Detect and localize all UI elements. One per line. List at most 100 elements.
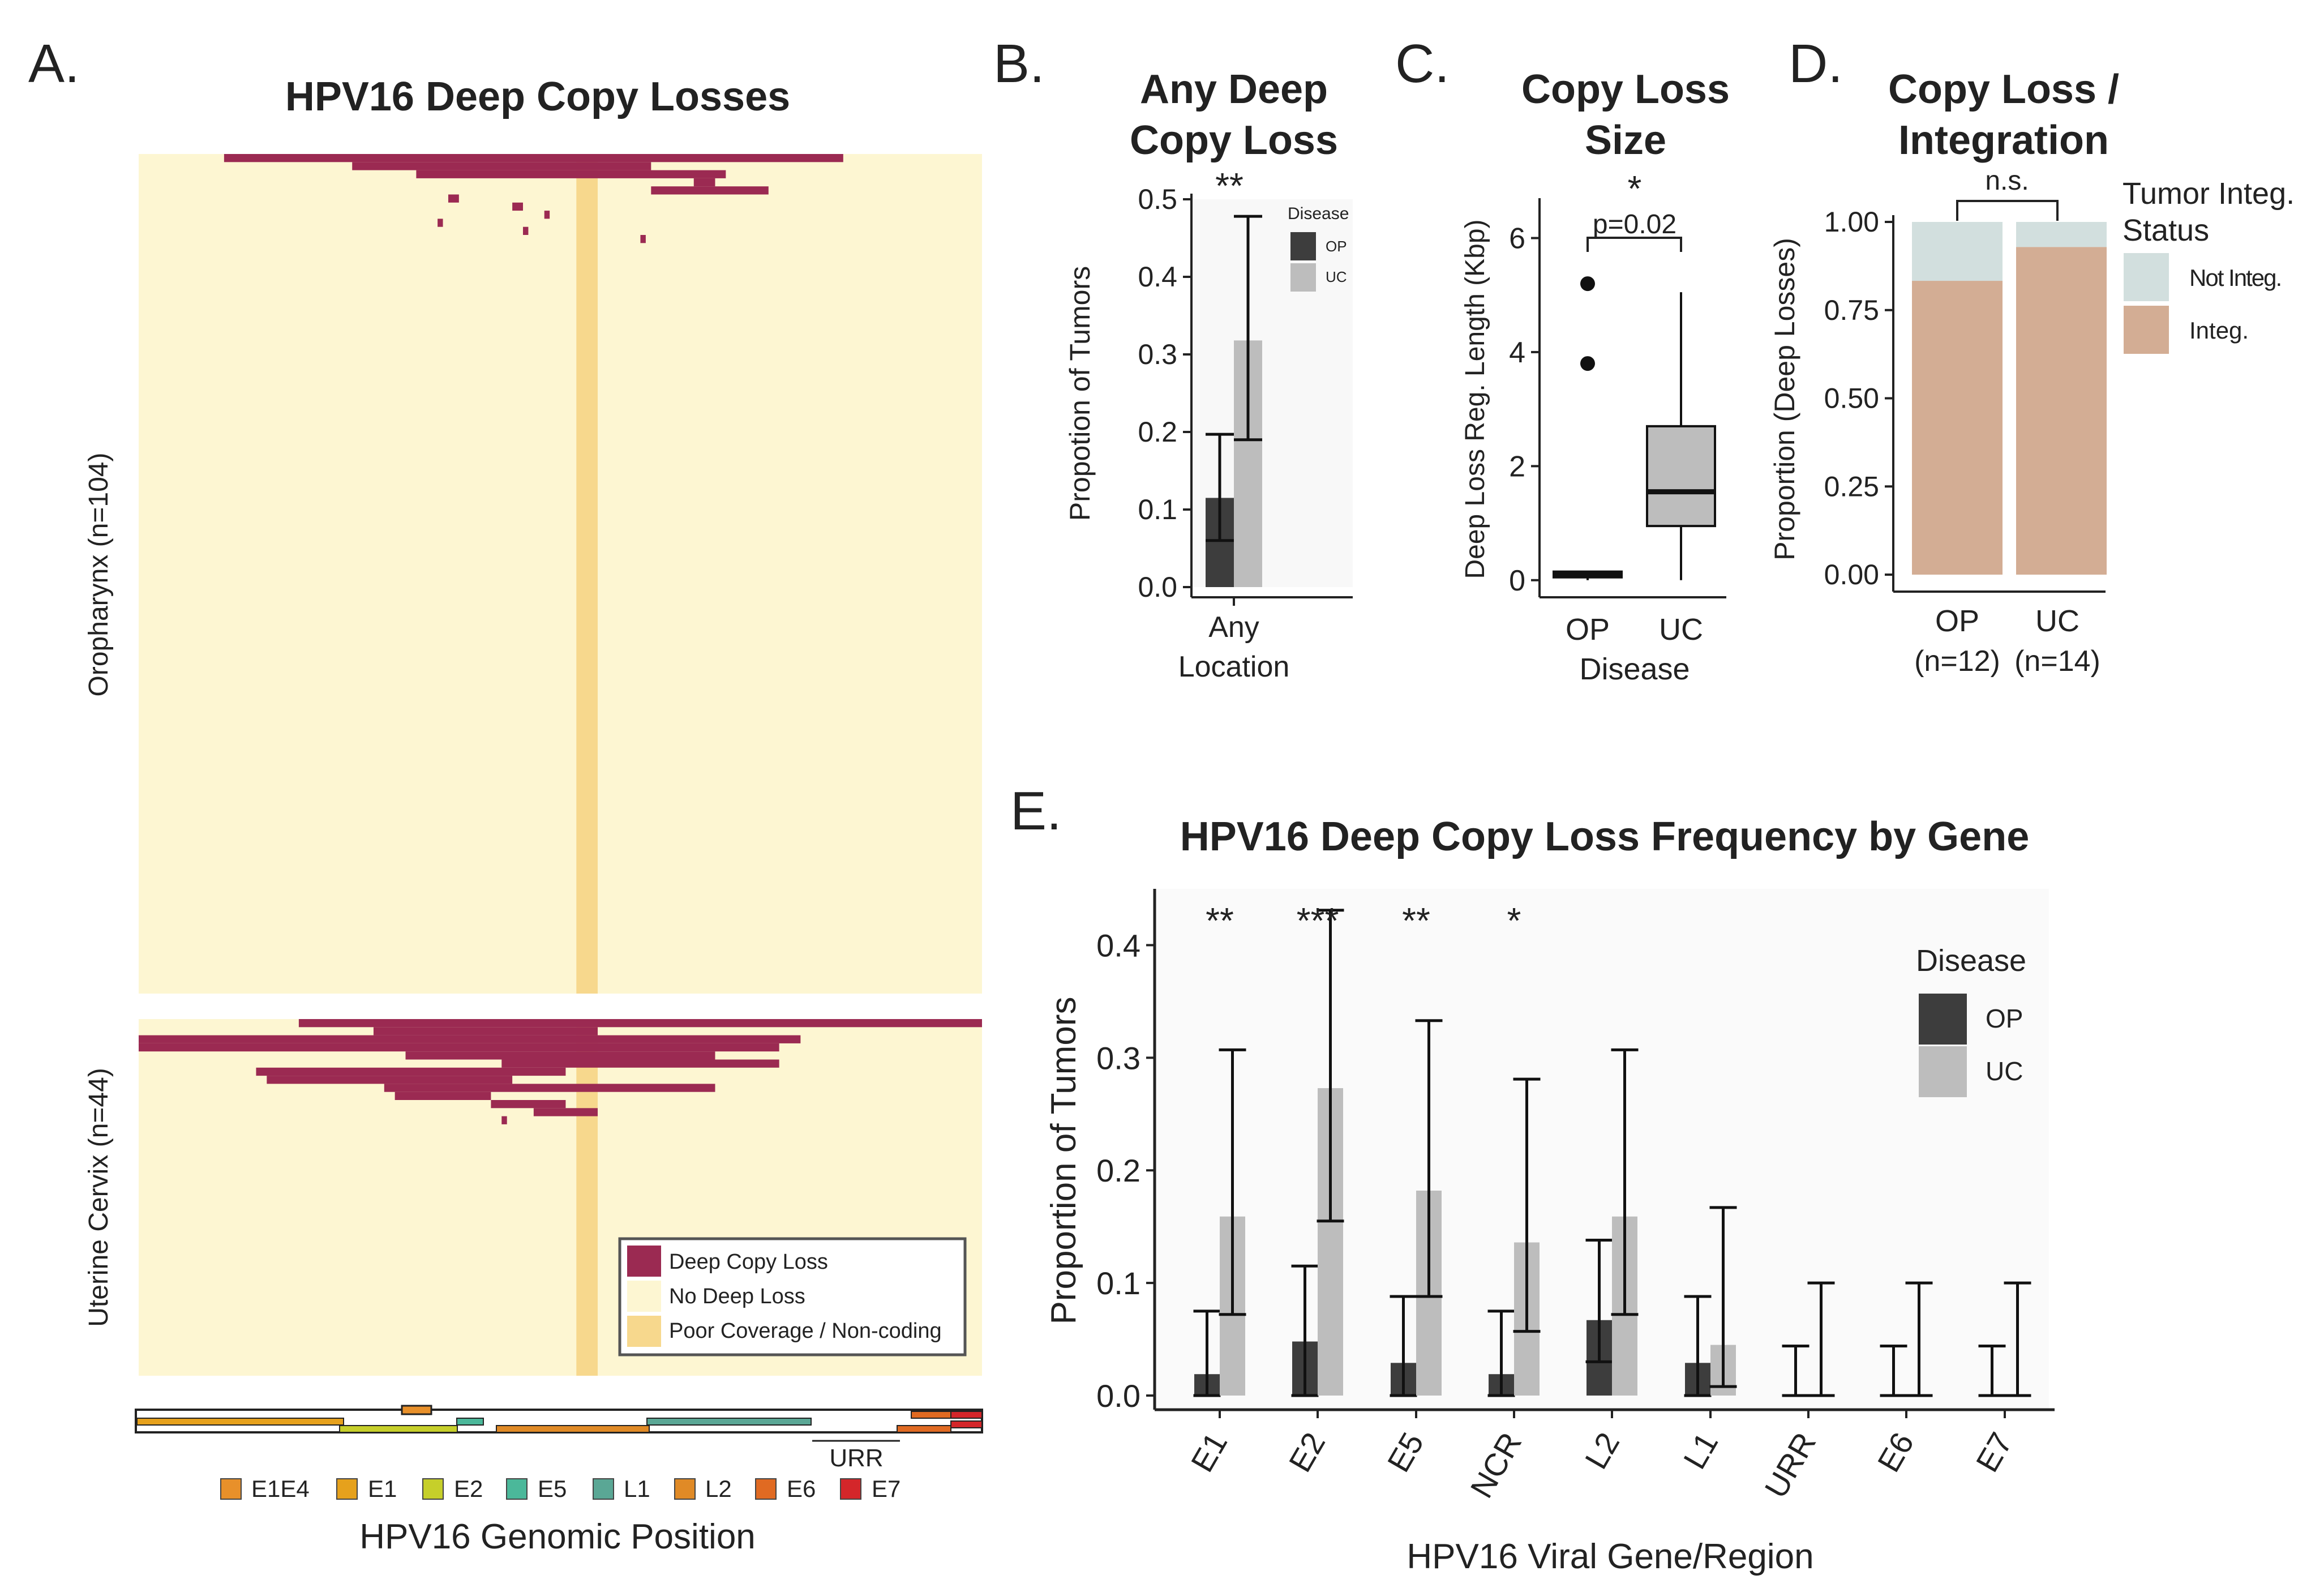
deep-loss-row bbox=[405, 1051, 715, 1060]
bar-not-integ-uc bbox=[2016, 222, 2107, 247]
panel-c-xtick-op: OP bbox=[1566, 613, 1610, 647]
panel-d-legend-integ-swatch bbox=[2124, 306, 2169, 354]
deep-loss-row bbox=[533, 1108, 598, 1116]
panel-d-bars bbox=[1912, 222, 2107, 575]
deep-loss-row bbox=[491, 1100, 566, 1109]
deep-loss-row bbox=[256, 1067, 566, 1076]
panel-e-y-axis: 0.0 0.1 0.2 0.3 0.4 bbox=[1096, 889, 1156, 1414]
gene-e1 bbox=[136, 1418, 344, 1426]
y-tick-label: 0.0 bbox=[1096, 1378, 1140, 1414]
x-tick-label-l2: L2 bbox=[1578, 1427, 1627, 1475]
panel-e: HPV16 Deep Copy Loss Frequency by Gene P… bbox=[1044, 814, 2055, 1576]
significance-e1: ** bbox=[1206, 900, 1234, 941]
y-tick-label: 0.1 bbox=[1138, 494, 1177, 525]
panel-d-legend-title-line1: Tumor Integ. bbox=[2123, 177, 2295, 211]
panel-d-count-op: (n=12) bbox=[1914, 645, 2000, 678]
panel-b-legend-uc-swatch bbox=[1290, 263, 1316, 292]
gene-legend-e1: E1 bbox=[368, 1475, 397, 1502]
oropharynx-heatmap-bg bbox=[139, 154, 982, 994]
deep-loss-row bbox=[267, 1076, 513, 1084]
y-tick-label: 0.3 bbox=[1096, 1040, 1140, 1076]
deep-loss-row bbox=[139, 1043, 779, 1052]
panel-e-x-ticks: E1 E2 E5 NCR L2 L1 URR E6 E7 bbox=[1184, 1410, 2019, 1504]
panel-b-title-line2: Copy Loss bbox=[1130, 118, 1338, 163]
panel-b-ylabel: Propotion of Tumors bbox=[1064, 266, 1096, 521]
gene-legend-l2: L2 bbox=[705, 1475, 732, 1502]
gene-e2 bbox=[339, 1425, 458, 1433]
x-tick-label-urr: URR bbox=[1757, 1427, 1823, 1504]
legend-swatch-no-loss bbox=[627, 1281, 661, 1312]
panel-e-xlabel: HPV16 Viral Gene/Region bbox=[1407, 1537, 1813, 1576]
gene-l2 bbox=[496, 1425, 650, 1433]
deep-loss-row bbox=[373, 1027, 598, 1035]
panel-d-significance-bracket bbox=[1956, 200, 2059, 221]
panel-e-title: HPV16 Deep Copy Loss Frequency by Gene bbox=[1180, 814, 2029, 859]
panel-a-title: HPV16 Deep Copy Losses bbox=[285, 74, 790, 119]
panel-d-significance: n.s. bbox=[1985, 166, 2029, 196]
x-tick-label-e1: E1 bbox=[1184, 1427, 1234, 1478]
panel-letter-d: D. bbox=[1789, 33, 1843, 94]
gene-swatch-e6 bbox=[755, 1478, 777, 1500]
deep-loss-row bbox=[438, 219, 443, 227]
significance-e2: *** bbox=[1297, 900, 1339, 941]
panel-c-significance-bracket bbox=[1587, 237, 1682, 252]
panel-c-title-line1: Copy Loss bbox=[1521, 67, 1730, 112]
gene-legend-e6: E6 bbox=[787, 1475, 816, 1502]
panel-c-pvalue: p=0.02 bbox=[1593, 209, 1676, 239]
x-tick-label-e6: E6 bbox=[1871, 1427, 1921, 1478]
panel-e-ylabel: Proportion of Tumors bbox=[1044, 997, 1083, 1325]
panel-c-y-axis: 0 2 4 6 bbox=[1509, 198, 1541, 597]
gene-swatch-e5 bbox=[506, 1478, 528, 1500]
bar-integ-op bbox=[1912, 281, 2003, 575]
gene-e5 bbox=[456, 1418, 484, 1426]
deep-loss-row bbox=[544, 211, 550, 219]
x-tick-label-ncr: NCR bbox=[1463, 1427, 1528, 1504]
cervix-label: Uterine Cervix (n=44) bbox=[84, 1068, 114, 1327]
gene-legend-e7: E7 bbox=[872, 1475, 901, 1502]
deep-loss-row bbox=[512, 202, 523, 211]
gene-e6 bbox=[897, 1425, 951, 1433]
gene-swatch-e1 bbox=[336, 1478, 358, 1500]
gene-swatch-l2 bbox=[674, 1478, 696, 1500]
deep-loss-row bbox=[522, 226, 529, 235]
deep-loss-row bbox=[416, 170, 726, 178]
heatmap-legend: Deep Copy Loss No Deep Loss Poor Coverag… bbox=[618, 1237, 967, 1356]
x-tick-label-l1: L1 bbox=[1676, 1427, 1725, 1475]
gene-legend-l1: L1 bbox=[624, 1475, 650, 1502]
gene-e1e4 bbox=[401, 1405, 432, 1415]
deep-loss-row bbox=[640, 235, 646, 243]
panel-d: Copy Loss / Integration Proportion (Deep… bbox=[1769, 67, 2295, 678]
outlier-point bbox=[1580, 276, 1595, 292]
deep-loss-row bbox=[693, 178, 715, 187]
oropharynx-label: Oropharynx (n=104) bbox=[84, 453, 114, 697]
panel-d-legend-notinteg: Not Integ. bbox=[2189, 264, 2281, 291]
gene-swatch-e2 bbox=[422, 1478, 444, 1500]
deep-loss-row bbox=[384, 1084, 715, 1092]
x-tick-label-e7: E7 bbox=[1969, 1427, 2019, 1478]
deep-loss-row bbox=[651, 186, 769, 195]
gene-swatch-e7 bbox=[840, 1478, 861, 1500]
panel-e-legend-op: OP bbox=[1986, 1004, 2023, 1033]
x-tick-label-e2: E2 bbox=[1282, 1427, 1332, 1478]
panel-b-legend-op-swatch bbox=[1290, 232, 1316, 260]
legend-deep-loss: Deep Copy Loss bbox=[669, 1250, 828, 1274]
panel-e-bars: ** *** ** * bbox=[1193, 900, 2031, 1397]
panel-c-xtick-uc: UC bbox=[1659, 613, 1703, 647]
panel-b-legend-op: OP bbox=[1326, 238, 1347, 255]
deep-loss-row bbox=[448, 194, 459, 203]
y-tick-label: 0.25 bbox=[1824, 470, 1879, 502]
panel-e-legend-op-swatch bbox=[1919, 994, 1967, 1045]
gene-swatch-l1 bbox=[593, 1478, 614, 1500]
panel-d-legend-title-line2: Status bbox=[2123, 213, 2209, 247]
significance-e5: ** bbox=[1402, 900, 1430, 941]
panel-e-legend-uc-swatch bbox=[1919, 1046, 1967, 1097]
panel-d-xtick-uc: UC bbox=[2035, 604, 2079, 638]
poor-coverage-band-cervix bbox=[576, 1019, 598, 1376]
panel-c-significance: * bbox=[1628, 168, 1642, 209]
y-tick-label: 0 bbox=[1509, 564, 1525, 597]
panel-e-legend-title: Disease bbox=[1916, 944, 2026, 978]
y-tick-label: 0.3 bbox=[1138, 339, 1177, 370]
panel-d-legend-notinteg-swatch bbox=[2124, 253, 2169, 301]
y-tick-label: 4 bbox=[1509, 336, 1525, 369]
